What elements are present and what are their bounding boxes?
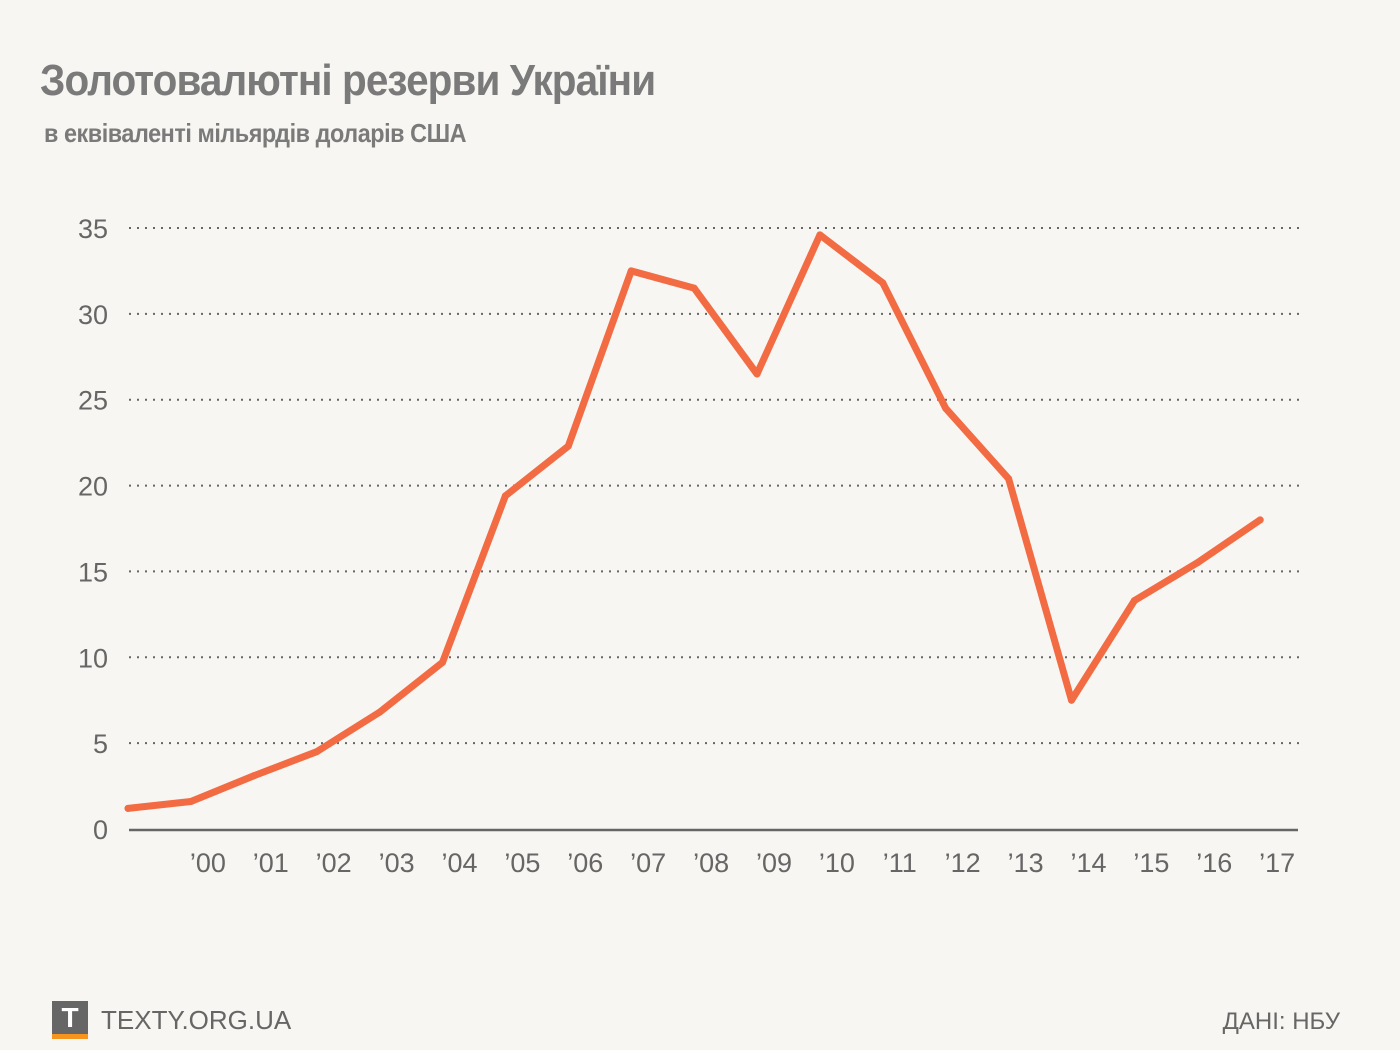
y-tick-label: 10: [78, 643, 108, 673]
data-point: [376, 708, 384, 716]
data-point: [439, 658, 446, 666]
y-tick-label: 30: [78, 300, 108, 330]
data-point: [690, 284, 698, 292]
data-point: [753, 370, 761, 378]
logo-strip: [52, 1034, 88, 1039]
x-tick-label: ’12: [945, 848, 981, 878]
y-tick-label: 25: [78, 386, 108, 416]
data-point: [250, 772, 258, 780]
x-tick-label: ’10: [819, 848, 855, 878]
x-tick-label: ’08: [693, 848, 729, 878]
data-point: [1005, 475, 1013, 483]
x-tick-label: ’04: [441, 848, 477, 878]
data-point: [816, 231, 824, 239]
x-tick-label: ’07: [630, 848, 666, 878]
data-point: [501, 492, 509, 500]
chart-subtitle: в еквіваленті мільярдів доларів США: [44, 118, 467, 148]
chart-title: Золотовалютні резерви України: [40, 56, 656, 105]
data-point: [942, 404, 950, 412]
data-point: [1193, 559, 1201, 567]
data-point: [879, 279, 887, 287]
data-point: [124, 804, 132, 812]
x-axis-ticks: ’00 ’01 ’02 ’03 ’04 ’05 ’06 ’07 ’08 ’09 ’10 ’11 ’12 ’…: [190, 848, 1295, 878]
y-tick-label: 5: [93, 729, 108, 759]
series-line: [124, 231, 1264, 812]
site-link[interactable]: TEXTY.ORG.UA: [101, 1005, 292, 1035]
x-tick-label: ’15: [1133, 848, 1169, 878]
y-tick-label: 35: [78, 214, 108, 244]
x-tick-label: ’02: [316, 848, 352, 878]
x-tick-label: ’01: [253, 848, 289, 878]
x-tick-label: ’05: [504, 848, 540, 878]
data-point: [564, 442, 572, 450]
x-tick-label: ’09: [756, 848, 792, 878]
data-source: ДАНІ: НБУ: [1222, 1008, 1340, 1035]
texty-logo: T: [52, 1001, 88, 1039]
x-tick-label: ’06: [567, 848, 603, 878]
x-tick-label: ’13: [1008, 848, 1044, 878]
gridlines: [129, 227, 1299, 745]
x-tick-label: ’00: [190, 848, 226, 878]
logo-letter: T: [52, 1001, 88, 1034]
x-tick-label: ’11: [883, 848, 917, 878]
data-point: [627, 267, 635, 275]
y-tick-label: 15: [78, 557, 108, 587]
x-tick-label: ’03: [379, 848, 415, 878]
x-tick-label: ’14: [1070, 848, 1106, 878]
x-tick-label: ’16: [1196, 848, 1232, 878]
data-point: [1068, 696, 1075, 704]
x-tick-label: ’17: [1259, 848, 1295, 878]
data-point: [187, 798, 195, 806]
y-tick-label: 0: [93, 815, 108, 845]
data-point: [1130, 597, 1138, 605]
data-point: [313, 748, 321, 756]
data-point: [1256, 516, 1264, 524]
y-axis-ticks: 0 5 10 15 20 25 30 35: [78, 214, 108, 845]
y-tick-label: 20: [78, 472, 108, 502]
